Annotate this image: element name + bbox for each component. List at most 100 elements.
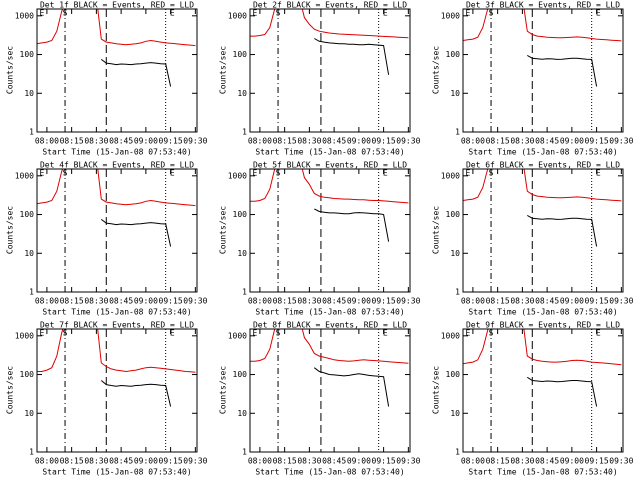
- x-tick-label: 09:00: [347, 457, 371, 466]
- x-tick-label: 08:45: [322, 457, 346, 466]
- annotation: S: [63, 329, 68, 338]
- x-tick-label: 09:15: [372, 137, 396, 146]
- annotation: E: [253, 169, 258, 178]
- x-tick-label: 09:00: [560, 297, 584, 306]
- y-tick-label: 1: [242, 288, 247, 297]
- x-axis-label: Start Time (15-Jan-08 07:53:40): [255, 468, 404, 477]
- plot-frame: [249, 8, 411, 133]
- plot-frame: [462, 168, 624, 293]
- data-line: [313, 367, 390, 407]
- y-tick-label: 1000: [228, 331, 247, 340]
- data-line: [101, 218, 172, 247]
- annotation: E: [253, 329, 258, 338]
- x-tick-label: 08:15: [486, 457, 510, 466]
- x-tick-label: 08:30: [510, 457, 534, 466]
- annotation: S: [489, 9, 494, 18]
- annotation: E: [40, 329, 45, 338]
- x-tick-label: 08:15: [60, 137, 84, 146]
- annotation: S: [63, 169, 68, 178]
- y-tick-label: 1000: [228, 11, 247, 20]
- data-line: [314, 208, 390, 242]
- chart-title: Det 4f BLACK = Events, RED = LLD: [40, 161, 194, 170]
- x-tick-label: 08:00: [248, 297, 272, 306]
- x-tick-label: 08:15: [486, 297, 510, 306]
- x-tick-label: 09:00: [134, 137, 158, 146]
- data-line: [527, 214, 598, 247]
- chart-panel: Det 2f BLACK = Events, RED = LLD Start Ti…: [219, 1, 421, 157]
- annotation: E: [383, 169, 388, 178]
- x-tick-label: 08:15: [60, 297, 84, 306]
- y-tick-label: 1000: [15, 171, 34, 180]
- annotation: E: [466, 9, 471, 18]
- x-tick-label: 09:30: [609, 297, 633, 306]
- plot-frame: [249, 168, 411, 293]
- x-tick-label: 08:30: [297, 137, 321, 146]
- x-tick-label: 08:45: [535, 297, 559, 306]
- annotation: E: [596, 9, 601, 18]
- data-line: [37, 9, 196, 47]
- plot-frame: [36, 168, 198, 293]
- x-tick-label: 09:30: [183, 457, 207, 466]
- chart-panel: Det 7f BLACK = Events, RED = LLD Start Ti…: [6, 321, 208, 477]
- x-axis-label: Start Time (15-Jan-08 07:53:40): [42, 308, 191, 317]
- x-tick-label: 08:00: [35, 137, 59, 146]
- y-axis-label: Counts/sec: [432, 366, 441, 414]
- data-line: [463, 9, 622, 42]
- x-axis-label: Start Time (15-Jan-08 07:53:40): [468, 468, 617, 477]
- data-line: [250, 9, 409, 39]
- x-tick-label: 09:00: [347, 137, 371, 146]
- annotation: E: [170, 9, 175, 18]
- x-tick-label: 08:00: [461, 137, 485, 146]
- y-tick-label: 1000: [228, 171, 247, 180]
- y-tick-label: 10: [237, 409, 247, 418]
- chart-title: Det 2f BLACK = Events, RED = LLD: [253, 1, 407, 10]
- x-tick-label: 09:15: [159, 297, 183, 306]
- plot-frame: [249, 328, 411, 453]
- annotation: E: [383, 329, 388, 338]
- y-tick-label: 1000: [441, 331, 460, 340]
- x-tick-label: 09:00: [134, 297, 158, 306]
- y-tick-label: 1: [29, 288, 34, 297]
- x-tick-label: 08:15: [273, 297, 297, 306]
- x-tick-label: 08:15: [60, 457, 84, 466]
- x-tick-label: 09:15: [159, 137, 183, 146]
- x-tick-label: 08:30: [84, 457, 108, 466]
- chart-title: Det 5f BLACK = Events, RED = LLD: [253, 161, 407, 170]
- y-tick-label: 100: [446, 210, 461, 219]
- y-tick-label: 10: [237, 249, 247, 258]
- chart-panel: Det 8f BLACK = Events, RED = LLD Start Ti…: [219, 321, 421, 477]
- x-tick-label: 08:30: [297, 457, 321, 466]
- y-tick-label: 1000: [15, 331, 34, 340]
- x-axis-label: Start Time (15-Jan-08 07:53:40): [255, 308, 404, 317]
- y-tick-label: 10: [24, 249, 34, 258]
- data-line: [463, 169, 622, 202]
- x-tick-label: 09:30: [609, 457, 633, 466]
- plot-frame: [462, 328, 624, 453]
- x-tick-label: 08:45: [322, 297, 346, 306]
- y-tick-label: 1: [242, 128, 247, 137]
- y-tick-label: 10: [24, 409, 34, 418]
- x-tick-label: 08:15: [273, 137, 297, 146]
- y-tick-label: 10: [450, 409, 460, 418]
- y-axis-label: Counts/sec: [219, 46, 228, 94]
- data-line: [101, 58, 172, 87]
- x-tick-label: 09:30: [396, 297, 420, 306]
- y-tick-label: 1000: [15, 11, 34, 20]
- plot-frame: [36, 8, 198, 133]
- y-axis-label: Counts/sec: [219, 206, 228, 254]
- annotation: E: [253, 9, 258, 18]
- x-axis-label: Start Time (15-Jan-08 07:53:40): [255, 148, 404, 157]
- y-tick-label: 10: [24, 89, 34, 98]
- y-axis-label: Counts/sec: [432, 206, 441, 254]
- x-axis-label: Start Time (15-Jan-08 07:53:40): [468, 148, 617, 157]
- data-line: [463, 329, 622, 366]
- chart-title: Det 6f BLACK = Events, RED = LLD: [466, 161, 620, 170]
- y-tick-label: 1: [29, 448, 34, 457]
- y-axis-label: Counts/sec: [6, 206, 15, 254]
- x-tick-label: 09:15: [585, 457, 609, 466]
- chart-panel: Det 6f BLACK = Events, RED = LLD Start Ti…: [432, 161, 634, 317]
- chart-title: Det 7f BLACK = Events, RED = LLD: [40, 321, 194, 330]
- chart-title: Det 3f BLACK = Events, RED = LLD: [466, 1, 620, 10]
- x-tick-label: 08:45: [535, 137, 559, 146]
